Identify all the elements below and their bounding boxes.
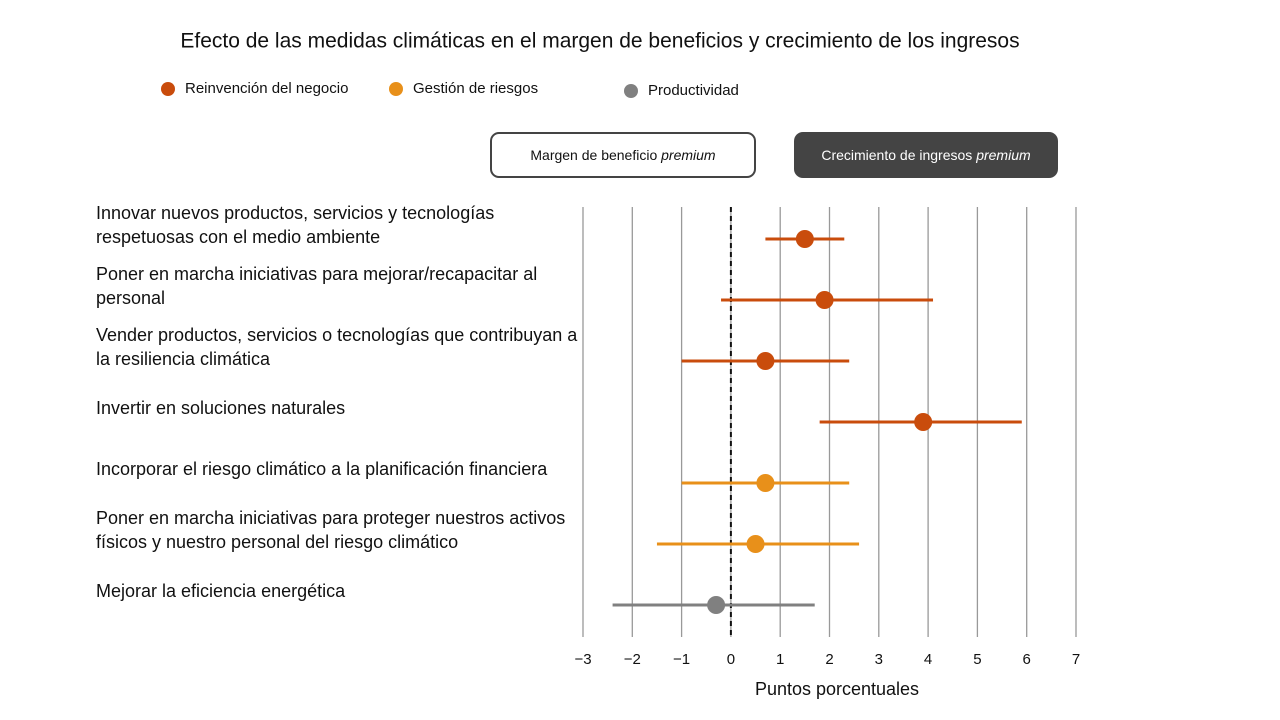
chart-title: Efecto de las medidas climáticas en el m… [180,30,1019,53]
toggle-emphasis: premium [661,147,716,163]
dot [795,230,814,248]
toggle-text: Margen de beneficio [530,147,658,163]
legend-label: Gestión de riesgos [413,80,538,97]
dot [746,535,765,553]
legend-label: Reinvención del negocio [185,80,348,97]
toggle-emphasis: premium [976,147,1031,163]
category-text: Incorporar el riesgo climático a la plan… [96,459,548,479]
category-text: Innovar nuevos productos, servicios y te… [96,203,495,247]
x-tick-label: −3 [574,651,591,668]
toggle-button[interactable]: Margen de beneficio premium [490,132,756,178]
x-tick-label: 5 [973,651,981,668]
legend-label: Productividad [648,82,739,99]
toggle-button[interactable]: Crecimiento de ingresos premium [794,132,1058,178]
category-text: Invertir en soluciones naturales [96,398,346,418]
x-tick-label: 4 [924,651,932,668]
dot [707,596,726,614]
x-tick-label: −2 [624,651,641,668]
x-tick-label: 2 [825,651,833,668]
x-tick-label: 1 [776,651,784,668]
dot [815,291,834,309]
category-label: Poner en marcha iniciativas para protege… [96,502,586,558]
x-tick-label: 6 [1023,651,1031,668]
legend-marker [389,82,403,96]
category-text: Poner en marcha iniciativas para protege… [96,508,566,552]
dot [756,474,775,492]
x-axis-title: Puntos porcentuales [755,679,919,699]
x-tick-label: −1 [673,651,690,668]
toggle-text: Crecimiento de ingresos [821,147,973,163]
category-text: Vender productos, servicios o tecnología… [96,325,578,369]
dot [756,352,775,370]
category-label: Poner en marcha iniciativas para mejorar… [96,258,586,314]
category-label: Vender productos, servicios o tecnología… [96,319,586,375]
category-label: Invertir en soluciones naturales [96,380,586,436]
legend-marker [161,82,175,96]
category-label: Innovar nuevos productos, servicios y te… [96,197,586,253]
category-text: Mejorar la eficiencia energética [96,581,346,601]
category-label: Incorporar el riesgo climático a la plan… [96,441,586,497]
x-tick-label: 3 [875,651,883,668]
category-text: Poner en marcha iniciativas para mejorar… [96,264,538,308]
legend-marker [624,84,638,98]
category-label: Mejorar la eficiencia energética [96,563,586,619]
x-tick-label: 7 [1072,651,1080,668]
dot [914,413,933,431]
x-tick-label: 0 [727,651,735,668]
